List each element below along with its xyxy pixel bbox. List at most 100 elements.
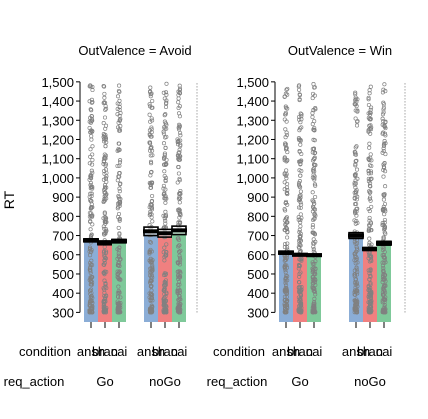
data-point [310,260,315,265]
data-point [177,249,182,254]
data-point [176,139,181,144]
data-point [312,174,317,179]
data-point [102,299,107,304]
data-point [354,265,359,270]
data-point [147,102,152,107]
data-point [382,220,387,225]
data-point [297,297,302,302]
data-point [381,235,386,240]
data-point [353,90,358,95]
data-point [177,293,182,298]
data-point [102,254,107,259]
data-point [164,81,169,86]
data-point [102,95,107,100]
data-point [298,297,303,302]
data-point [285,188,290,193]
data-point [297,168,302,173]
data-point [102,232,107,237]
data-point [118,295,123,300]
data-point [298,185,303,190]
data-point [163,104,169,110]
data-point [178,248,183,253]
y-tick-label: 1,200 [41,132,74,147]
data-point [311,201,317,206]
data-point [148,278,153,283]
data-point [369,290,374,295]
data-point [298,138,303,144]
data-point [150,193,155,199]
data-point [103,281,108,287]
data-point [282,94,287,99]
data-point [117,290,122,295]
data-point [353,261,358,266]
data-point [177,147,182,152]
data-point [312,157,317,162]
data-point [298,238,303,243]
data-point [383,126,388,131]
data-point [89,168,94,173]
data-point [148,148,153,153]
data-point [299,301,304,306]
data-point [382,82,387,87]
data-point [161,297,167,302]
y-tick-label: 1,200 [236,132,269,147]
data-point [368,281,373,286]
y-tick-label: 1,400 [236,94,269,109]
data-point [177,282,182,287]
data-point [382,302,387,308]
data-point [116,88,121,94]
data-point [149,205,154,210]
data-point [285,241,290,246]
bar [349,235,363,322]
data-point [117,171,122,176]
data-point [367,236,372,241]
data-point [353,285,358,290]
data-point [178,142,183,147]
data-point [297,227,302,232]
data-point [311,108,316,113]
data-point [311,288,316,293]
panel-1: OutValence = Avoid 300 400 500 600 700 800 900 1… [4,43,198,389]
data-point [297,230,302,235]
data-point [284,132,290,138]
data-point [116,263,121,268]
data-point [104,179,109,184]
data-point [176,153,181,158]
data-point [176,111,182,116]
data-point [89,134,94,139]
data-point [117,107,122,112]
data-point [88,154,93,159]
data-point [161,309,166,315]
data-point [150,219,155,224]
data-point [366,176,371,181]
data-point [104,106,109,111]
data-point [90,157,95,163]
data-point [382,160,387,166]
y-tick-label: 1,000 [236,171,269,186]
y-tick-label: 600 [247,248,269,263]
data-point [297,274,302,279]
data-point [177,104,182,109]
data-point [161,90,166,95]
data-point [283,142,288,147]
data-point [115,101,120,106]
data-point [312,207,317,212]
data-point [149,259,154,264]
data-point [352,149,357,154]
data-point [177,243,182,248]
data-point [380,292,385,297]
data-point [383,133,388,138]
data-point [148,85,153,90]
data-point [367,196,372,201]
data-point [380,116,385,121]
data-point [354,99,359,104]
data-point [296,215,301,220]
data-point [164,98,169,103]
data-point [164,157,169,162]
req-action-label: noGo [149,374,181,389]
data-point [116,260,121,266]
data-point [353,306,358,311]
data-point [147,239,152,244]
data-point [383,306,388,312]
data-point [149,292,154,297]
